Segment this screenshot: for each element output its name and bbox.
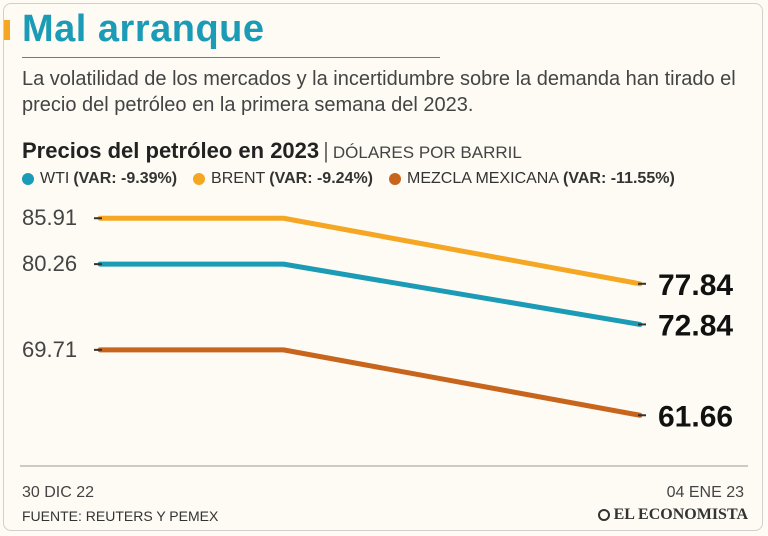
brand-icon: [597, 509, 610, 521]
x-tick-label-end: 04 ENE 23: [667, 484, 744, 501]
start-label-wti: 80.26: [22, 251, 77, 276]
legend-label-wti: WTI: [40, 170, 70, 187]
series-line-mezcla: [97, 347, 643, 418]
start-label-mezcla: 69.71: [22, 337, 77, 362]
legend-var-wti: (VAR: -9.39%): [73, 170, 178, 187]
legend-var-brent: (VAR: -9.24%): [269, 170, 373, 187]
infographic-card: [3, 3, 763, 531]
series-line-brent: [97, 215, 643, 287]
accent-bar: [4, 20, 10, 40]
title-separator: |: [323, 138, 329, 163]
headline-rule: [22, 57, 440, 58]
legend-item-wti: WTI (VAR: -9.39%): [22, 170, 177, 188]
brand-logo: EL ECONOMISTA: [597, 506, 748, 524]
start-label-brent: 85.91: [22, 205, 77, 230]
end-label-wti: 72.84: [658, 309, 733, 342]
legend: WTI (VAR: -9.39%) BRENT (VAR: -9.24%) ME…: [22, 170, 691, 188]
chart-title: Precios del petróleo en 2023 | DÓLARES POR…: [22, 138, 522, 164]
subtitle: La volatilidad de los mercados y la ince…: [22, 68, 736, 116]
legend-item-mezcla: MEZCLA MEXICANA (VAR: -11.55%): [389, 170, 675, 188]
brand-name: EL ECONOMISTA: [613, 506, 748, 523]
chart-title-text: Precios del petróleo en 2023: [22, 138, 320, 163]
legend-var-mezcla: (VAR: -11.55%): [563, 170, 675, 187]
chart-units: DÓLARES POR BARRIL: [332, 143, 522, 162]
legend-label-brent: BRENT: [211, 170, 266, 187]
source-note: FUENTE: REUTERS Y PEMEX: [22, 508, 219, 524]
legend-item-brent: BRENT (VAR: -9.24%): [193, 170, 373, 188]
legend-dot-mezcla: [389, 173, 401, 185]
legend-label-mezcla: MEZCLA MEXICANA: [407, 170, 560, 187]
end-label-brent: 77.84: [658, 269, 733, 302]
x-tick-label-start: 30 DIC 22: [22, 484, 94, 501]
series-line-wti: [97, 261, 643, 327]
headline: Mal arranque: [22, 8, 265, 50]
legend-dot-wti: [22, 173, 34, 185]
end-label-mezcla: 61.66: [658, 400, 733, 433]
legend-dot-brent: [193, 173, 206, 185]
